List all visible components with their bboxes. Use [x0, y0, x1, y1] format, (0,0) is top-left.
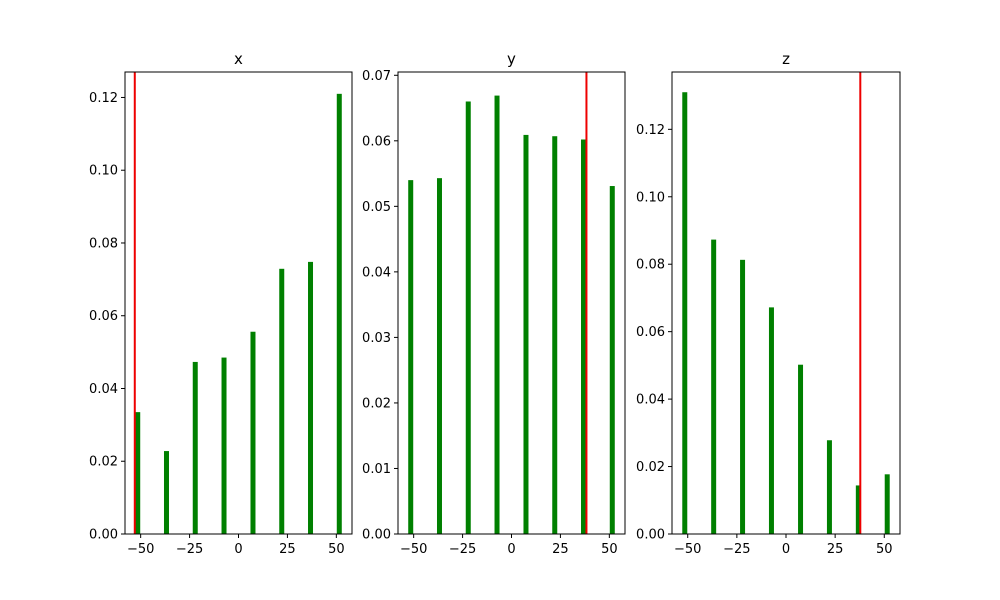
y-tick-label-y-2: 0.02 [362, 396, 391, 411]
bar-x-2 [192, 361, 198, 534]
y-tick-label-x-2: 0.04 [89, 382, 118, 397]
y-tick-label-z-6: 0.12 [636, 123, 665, 138]
x-tick-label-y-2: 0 [507, 542, 515, 557]
bar-y-1 [436, 178, 442, 534]
y-tick-label-y-5: 0.05 [362, 200, 391, 215]
y-tick-label-x-4: 0.08 [89, 236, 118, 251]
x-tick-label-y-4: 50 [601, 542, 618, 557]
bar-x-4 [250, 331, 256, 534]
subplot-title-y: y [507, 50, 516, 68]
bar-y-2 [465, 101, 471, 535]
x-tick-label-x-4: 50 [328, 542, 345, 557]
subplot-x: −50 −25 0 25 50 0.00 0.02 0.04 0.06 0.08 0.10 0.12 x [89, 50, 353, 557]
y-tick-label-z-3: 0.06 [636, 325, 665, 340]
bar-x-3 [221, 357, 227, 534]
bar-y-7 [609, 186, 615, 534]
bar-x-7 [336, 93, 342, 534]
x-tick-label-z-1: −25 [723, 542, 750, 557]
x-tick-label-z-3: 25 [827, 542, 844, 557]
bar-y-5 [552, 136, 558, 534]
bar-x-0 [135, 412, 141, 534]
y-tick-label-y-6: 0.06 [362, 134, 391, 149]
bar-z-7 [884, 474, 890, 534]
bar-z-3 [768, 307, 774, 534]
x-tick-label-x-0: −50 [127, 542, 154, 557]
x-tick-label-z-2: 0 [782, 542, 790, 557]
x-tick-label-x-2: 0 [234, 542, 242, 557]
bar-y-0 [408, 180, 414, 534]
y-tick-label-y-1: 0.01 [362, 462, 391, 477]
x-tick-label-x-1: −25 [176, 542, 203, 557]
y-tick-label-z-1: 0.02 [636, 460, 665, 475]
y-tick-label-y-7: 0.07 [362, 69, 391, 84]
subplot-z: −50 −25 0 25 50 0.00 0.02 0.04 0.06 0.08 0.10 0.12 z [636, 50, 901, 557]
bar-z-2 [740, 259, 746, 534]
subplot-title-x: x [234, 50, 243, 68]
bar-z-6 [855, 485, 861, 534]
bar-x-1 [163, 451, 169, 534]
y-tick-label-z-2: 0.04 [636, 393, 665, 408]
x-tick-label-z-0: −50 [674, 542, 701, 557]
x-tick-label-x-3: 25 [279, 542, 296, 557]
y-tick-label-y-4: 0.04 [362, 265, 391, 280]
subplot-y: −50 −25 0 25 50 0.00 0.01 0.02 0.03 0.04 0.05 0.06 0… [362, 50, 626, 557]
bar-z-5 [826, 440, 832, 534]
bar-y-3 [494, 95, 500, 534]
bar-z-1 [711, 239, 717, 534]
bar-z-4 [798, 364, 804, 534]
bar-x-6 [308, 261, 314, 534]
y-tick-label-x-1: 0.02 [89, 455, 118, 470]
y-tick-label-y-3: 0.03 [362, 331, 391, 346]
x-tick-label-y-1: −25 [449, 542, 476, 557]
bar-x-5 [279, 268, 285, 534]
y-tick-label-x-6: 0.12 [89, 91, 118, 106]
x-tick-label-y-3: 25 [552, 542, 569, 557]
y-tick-label-z-5: 0.10 [636, 190, 665, 205]
y-tick-label-y-0: 0.00 [362, 528, 391, 543]
y-tick-label-z-0: 0.00 [636, 528, 665, 543]
bar-y-6 [581, 139, 587, 534]
subplot-title-z: z [782, 50, 790, 68]
y-tick-label-z-4: 0.08 [636, 258, 665, 273]
y-tick-label-x-3: 0.06 [89, 309, 118, 324]
bar-y-4 [523, 134, 529, 534]
bar-z-0 [682, 92, 688, 534]
x-tick-label-z-4: 50 [876, 542, 893, 557]
x-tick-label-y-0: −50 [400, 542, 427, 557]
y-tick-label-x-5: 0.10 [89, 164, 118, 179]
y-tick-label-x-0: 0.00 [89, 528, 118, 543]
